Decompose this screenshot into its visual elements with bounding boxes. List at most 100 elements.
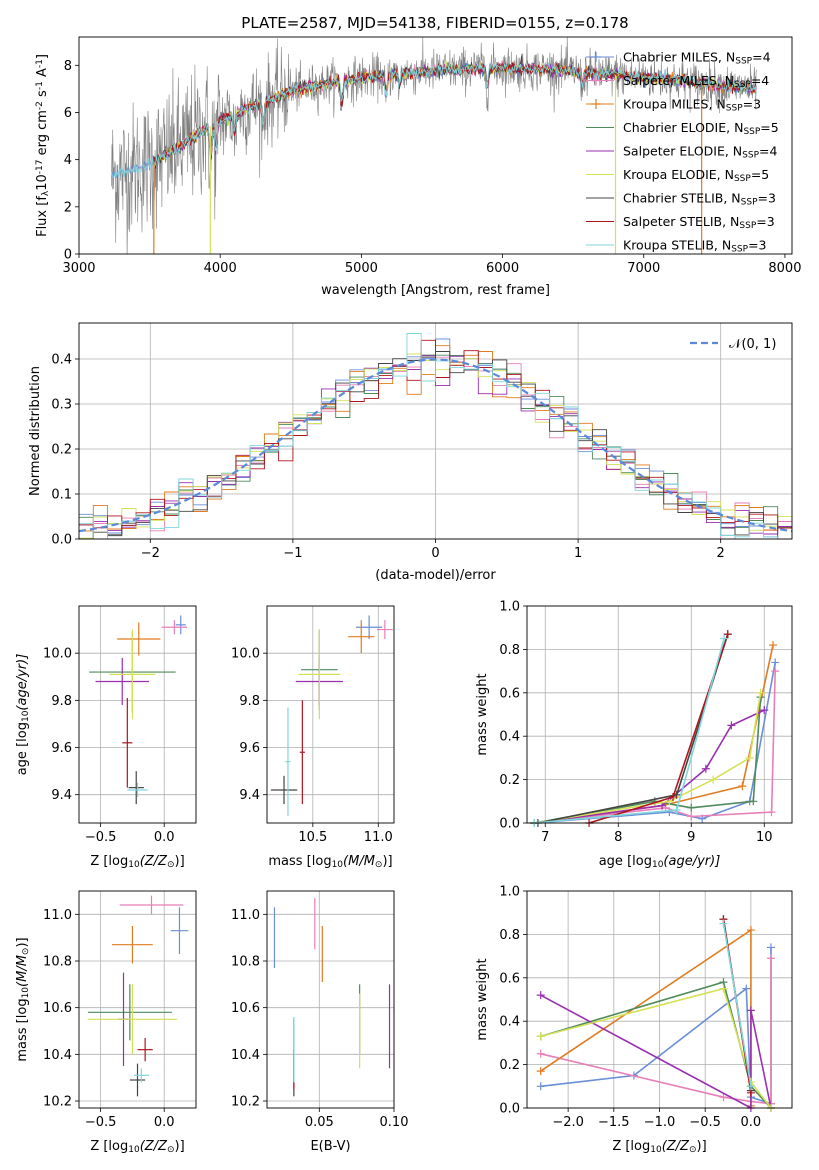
label-part: =4 bbox=[759, 144, 777, 159]
label-part: )] bbox=[175, 1139, 185, 1154]
label-part: -17 bbox=[35, 160, 45, 175]
label-part: =5 bbox=[760, 120, 778, 135]
series-point bbox=[746, 926, 755, 935]
y-tick-label: 11.0 bbox=[231, 908, 260, 923]
legend-label: Kroupa STELIB, NSSP=3 bbox=[623, 238, 767, 255]
x-tick-label: −0.5 bbox=[689, 1115, 721, 1130]
x-tick-label: 4000 bbox=[204, 261, 237, 276]
x-tick-label: −1.5 bbox=[598, 1115, 630, 1130]
label-part: Z [log bbox=[90, 1139, 128, 1154]
y-tick-label: 10.8 bbox=[43, 955, 72, 970]
y-tick-label: 11.0 bbox=[43, 908, 72, 923]
label-part: age [log bbox=[599, 854, 652, 869]
series-point bbox=[672, 805, 681, 814]
x-tick-label: 0 bbox=[431, 546, 439, 561]
label-part: )] bbox=[15, 937, 30, 947]
y-tick-label: 10.6 bbox=[43, 1001, 72, 1016]
label-part: SSP bbox=[741, 198, 758, 208]
series-point bbox=[720, 634, 729, 643]
series-point bbox=[746, 1082, 755, 1091]
x-axis-label: Z [log10(Z/Z⊙)] bbox=[612, 1139, 706, 1155]
label-part: ⊙ bbox=[375, 860, 383, 870]
y-tick-label: 6 bbox=[64, 106, 72, 121]
series-point bbox=[536, 1049, 545, 1058]
series-point bbox=[536, 1082, 545, 1091]
label-part: (M/M bbox=[15, 955, 30, 987]
mass_vs_Z-panel: −0.5 0.010.210.410.610.811.0Z [log10(Z/Z⊙… bbox=[15, 890, 197, 1155]
x-tick-label: −1.0 bbox=[644, 1115, 676, 1130]
x-tick-label: −2.0 bbox=[552, 1115, 584, 1130]
series-point bbox=[746, 1006, 755, 1015]
series-point bbox=[709, 775, 718, 784]
label-part: Z [log bbox=[612, 1139, 650, 1154]
legend-label: 𝒩(0, 1) bbox=[729, 337, 776, 352]
y-axis-label: mass [log10(M/M⊙)] bbox=[15, 937, 31, 1061]
axes-frame bbox=[78, 890, 197, 1109]
series-point bbox=[771, 667, 780, 676]
histogram-step bbox=[79, 333, 792, 539]
x-axis-label: Z [log10(Z/Z⊙)] bbox=[90, 1139, 184, 1155]
label-part: ⊙ bbox=[167, 860, 175, 870]
axes-frame bbox=[526, 605, 793, 824]
y-tick-label: 0.6 bbox=[499, 686, 520, 701]
label-part: 10 bbox=[21, 710, 31, 722]
label-part: =3 bbox=[758, 191, 776, 206]
legend-label: Salpeter STELIB, NSSP=3 bbox=[623, 214, 775, 231]
legend-label: Salpeter ELODIE, NSSP=4 bbox=[623, 144, 778, 161]
axes-frame bbox=[526, 890, 793, 1109]
label-part: -2 bbox=[35, 101, 45, 110]
x-tick-label: 0.05 bbox=[305, 1115, 334, 1130]
label-part: SSP bbox=[734, 80, 751, 90]
y-tick-label: 0.0 bbox=[499, 1102, 520, 1117]
label-part: SSP bbox=[739, 221, 756, 231]
series-point bbox=[738, 782, 747, 791]
x-tick-label: 8 bbox=[614, 830, 622, 845]
label-part: 10 bbox=[128, 1145, 140, 1155]
label-part: mass [log bbox=[268, 854, 331, 869]
y-tick-label: 0.0 bbox=[499, 817, 520, 832]
label-part: SSP bbox=[734, 174, 751, 184]
label-part: (age/yr)] bbox=[15, 654, 30, 711]
y-tick-label: 10.2 bbox=[43, 1095, 72, 1110]
y-tick-label: 10.6 bbox=[231, 1001, 260, 1016]
x-tick-label: 0.0 bbox=[154, 830, 175, 845]
y-tick-label: 0.4 bbox=[51, 353, 72, 368]
series-point bbox=[771, 658, 780, 667]
label-part: =5 bbox=[751, 167, 769, 182]
x-tick-label: 7 bbox=[541, 830, 549, 845]
y-tick-label: 0.8 bbox=[499, 643, 520, 658]
y-tick-label: 2 bbox=[64, 200, 72, 215]
y-tick-label: 1.0 bbox=[499, 885, 520, 900]
y-tick-label: 9.6 bbox=[51, 741, 72, 756]
x-tick-label: 8000 bbox=[768, 261, 801, 276]
label-part: 10 bbox=[21, 987, 31, 999]
gaussian-curve bbox=[79, 358, 792, 533]
series-point bbox=[669, 792, 678, 801]
y-tick-label: 9.4 bbox=[51, 788, 72, 803]
series-point bbox=[701, 764, 710, 773]
y-tick-label: 0.3 bbox=[51, 398, 72, 413]
legend-label: Chabrier ELODIE, NSSP=5 bbox=[623, 120, 779, 137]
label-part: mass [log bbox=[15, 998, 30, 1061]
x-axis-label: age [log10(age/yr)] bbox=[599, 854, 721, 870]
series-point bbox=[536, 991, 545, 1000]
series-line bbox=[540, 994, 772, 1108]
series-point bbox=[756, 688, 765, 697]
y-tick-label: 9.4 bbox=[239, 788, 260, 803]
label-part: (M/M bbox=[343, 854, 375, 869]
series-point bbox=[687, 803, 696, 812]
legend-marker bbox=[591, 99, 601, 109]
label-part: 10 bbox=[128, 860, 140, 870]
axes-frame bbox=[266, 890, 395, 1109]
label-part: 10 bbox=[332, 860, 344, 870]
x-axis-label: mass [log10(M/M⊙)] bbox=[268, 854, 392, 870]
label-part: Chabrier STELIB, N bbox=[623, 191, 741, 206]
y-tick-label: 4 bbox=[64, 153, 72, 168]
label-part: SSP bbox=[742, 151, 759, 161]
y-tick-label: 0.2 bbox=[51, 443, 72, 458]
axes-frame bbox=[266, 605, 395, 824]
x-tick-label: 2 bbox=[717, 546, 725, 561]
y-tick-label: 10.2 bbox=[231, 1095, 260, 1110]
x-tick-label: 10 bbox=[756, 830, 773, 845]
